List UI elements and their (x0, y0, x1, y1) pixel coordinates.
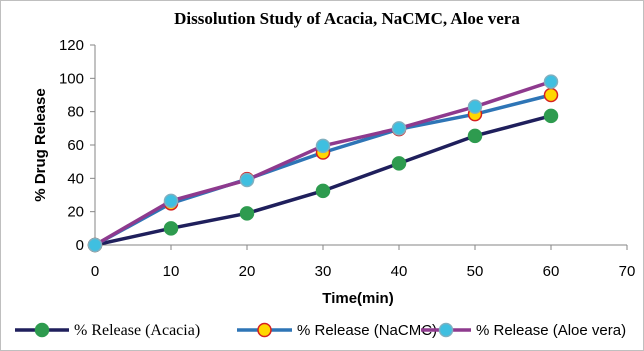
data-point (543, 74, 559, 89)
y-tick-label: 100 (59, 70, 84, 87)
x-tick-label: 70 (619, 263, 636, 280)
x-tick-label: 50 (467, 263, 484, 280)
y-tick-label: 40 (67, 170, 84, 187)
x-tick-label: 30 (315, 263, 332, 280)
data-point (315, 138, 331, 154)
axes: 0 20 40 60 80 100 120 0 10 20 30 40 50 60 70 (59, 37, 635, 280)
x-tick-label: 10 (163, 263, 180, 280)
x-tick-label: 60 (543, 263, 560, 280)
data-point (391, 121, 407, 136)
data-point (239, 172, 255, 188)
data-point (163, 193, 179, 209)
y-tick-label: 120 (59, 37, 84, 54)
y-tick-label: 60 (67, 137, 84, 154)
data-point (467, 99, 483, 114)
legend-item: % Release (Aloe vera) (421, 322, 626, 339)
data-point (543, 108, 559, 124)
data-point (543, 87, 559, 103)
series-1 (87, 108, 559, 253)
y-tick-label: 20 (67, 204, 84, 221)
legend-marker (34, 322, 50, 338)
data-point (239, 206, 255, 221)
data-point (87, 237, 103, 253)
x-tick-label: 0 (91, 263, 99, 280)
legend-item: % Release (NaCMC) (237, 322, 437, 339)
legend: % Release (Acacia) % Release (NaCMC) % Rel… (15, 322, 626, 339)
chart-title: Dissolution Study of Acacia, NaCMC, Aloe… (174, 9, 520, 28)
legend-marker (257, 322, 272, 338)
y-tick-label: 0 (76, 237, 84, 254)
series-layer (87, 74, 559, 253)
series-line (93, 114, 553, 247)
data-point (467, 128, 483, 144)
x-axis-title: Time(min) (322, 290, 393, 307)
data-point (163, 221, 179, 236)
y-axis-title: % Drug Release (32, 88, 49, 201)
series-2 (87, 87, 559, 253)
legend-label: % Release (Aloe vera) (476, 322, 626, 339)
x-tick-label: 20 (239, 263, 256, 280)
series-3 (87, 74, 559, 253)
data-point (315, 183, 331, 199)
series-line (93, 93, 553, 247)
legend-label: % Release (Acacia) (74, 322, 200, 339)
series-line (93, 79, 553, 247)
legend-label: % Release (NaCMC) (297, 322, 437, 339)
data-point (391, 156, 407, 171)
y-tick-label: 80 (67, 104, 84, 121)
legend-marker (438, 322, 454, 338)
x-tick-label: 40 (391, 263, 408, 280)
legend-item: % Release (Acacia) (15, 322, 200, 339)
